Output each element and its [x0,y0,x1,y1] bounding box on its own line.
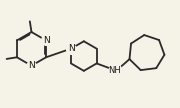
Text: N: N [43,36,50,45]
Text: N: N [68,44,74,53]
Text: NH: NH [108,66,121,75]
Text: N: N [28,61,35,70]
